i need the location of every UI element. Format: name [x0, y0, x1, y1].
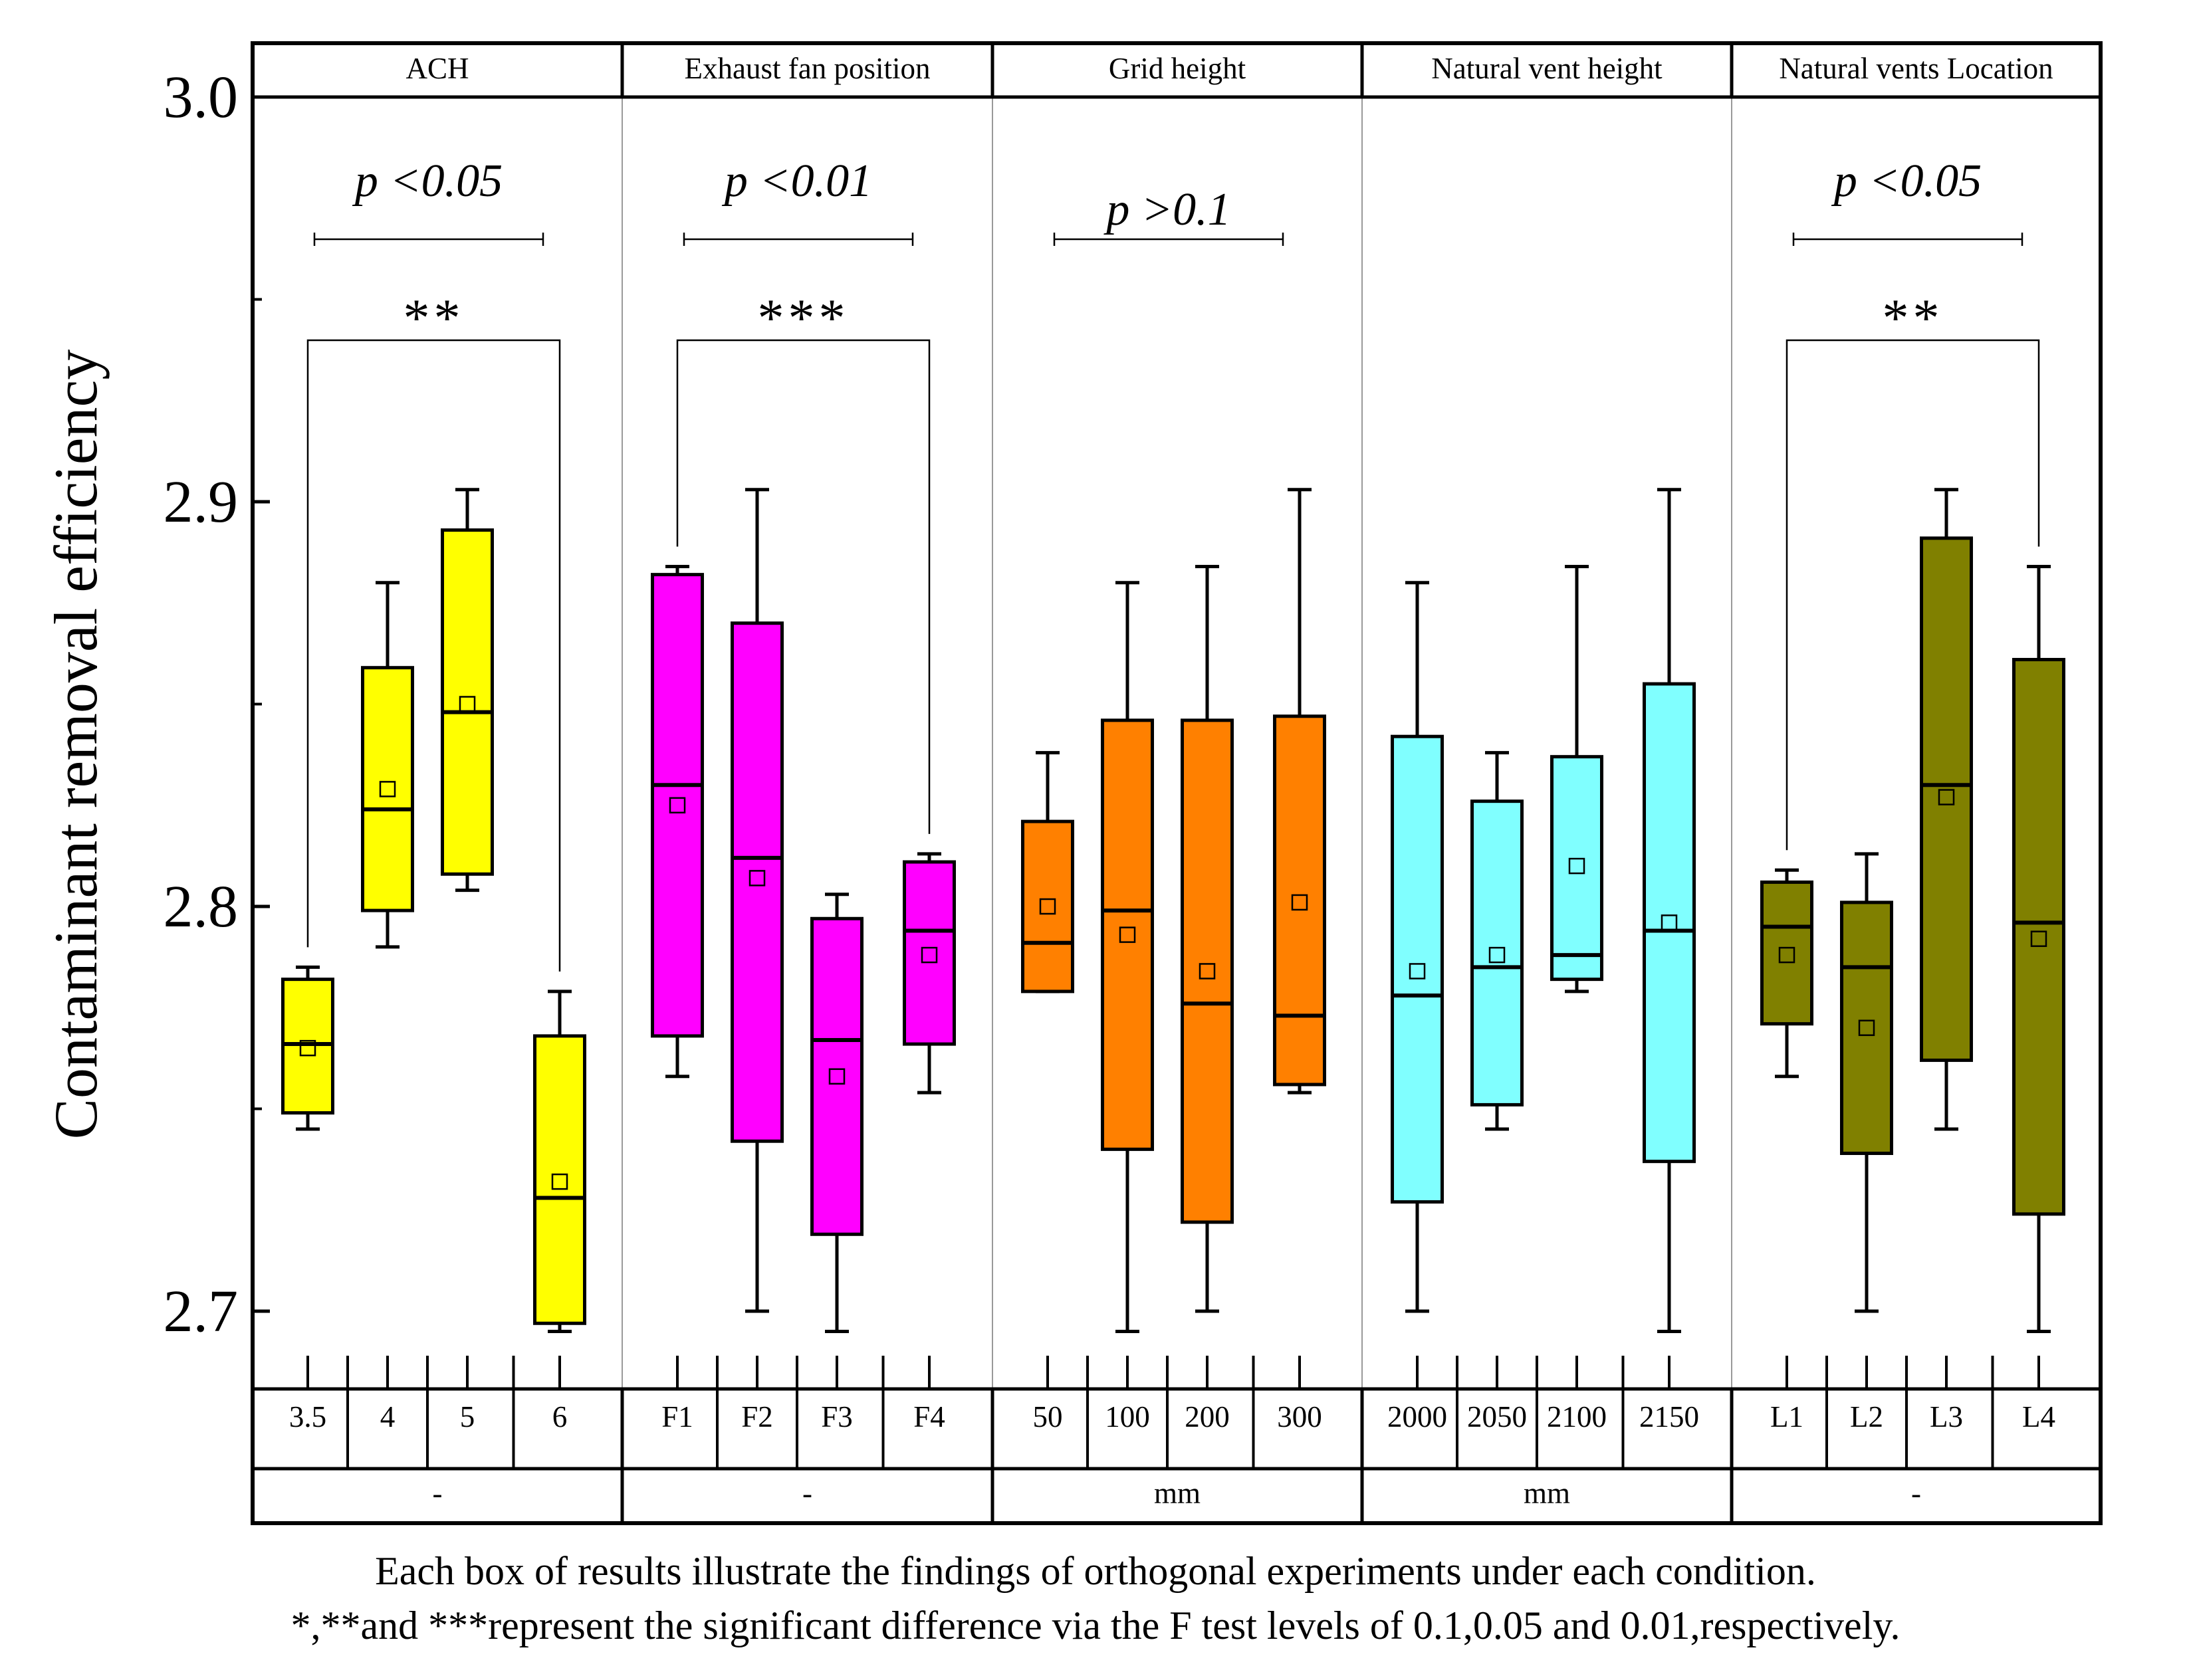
box-iqr	[533, 1034, 586, 1325]
panel-unit: -	[802, 1477, 812, 1510]
y-tick-label: 2.8	[164, 874, 239, 940]
category-label: 2150	[1639, 1400, 1699, 1433]
pvalue-label: p <0.05	[1831, 156, 1982, 207]
box-mean-marker	[1119, 926, 1136, 943]
box-iqr	[441, 528, 494, 876]
significance-bracket	[676, 339, 931, 834]
category-label: F4	[913, 1400, 945, 1433]
box-iqr	[1181, 718, 1234, 1224]
box-mean-marker	[1778, 946, 1795, 964]
box-iqr	[1391, 734, 1444, 1204]
y-axis-label: Contaminant removal efficiency	[42, 350, 110, 1140]
y-tick-label: 2.9	[164, 469, 239, 535]
box-mean-marker	[921, 946, 938, 964]
box-iqr	[903, 860, 956, 1046]
box-mean-marker	[459, 696, 476, 712]
box-mean-marker	[1661, 914, 1678, 931]
box-iqr	[810, 916, 864, 1236]
box-mean-marker	[299, 1039, 316, 1057]
box-mean-marker	[1199, 963, 1216, 980]
box-mean-marker	[379, 781, 396, 797]
panel-unit: -	[1911, 1477, 1921, 1510]
category-label: F2	[741, 1400, 773, 1433]
category-label: L3	[1930, 1400, 1963, 1433]
box-mean-marker	[1291, 894, 1308, 911]
panel-title: Grid height	[1109, 52, 1246, 85]
box-iqr	[1550, 755, 1603, 982]
box-iqr	[1643, 682, 1696, 1164]
box-iqr	[1273, 714, 1326, 1087]
panel-title: Natural vents Location	[1779, 52, 2053, 85]
box-mean-marker	[1488, 946, 1506, 964]
category-label: 200	[1185, 1400, 1230, 1433]
caption-line-1: Each box of results illustrate the findi…	[375, 1549, 1816, 1593]
category-label: 50	[1033, 1400, 1063, 1433]
category-label: L2	[1850, 1400, 1883, 1433]
pvalue-label: p <0.01	[721, 156, 872, 207]
category-label: 2000	[1387, 1400, 1447, 1433]
box-mean-marker	[1938, 789, 1955, 805]
significance-stars: **	[404, 289, 465, 348]
category-label: 2100	[1547, 1400, 1607, 1433]
box-mean-marker	[1568, 857, 1585, 875]
chart-frame	[251, 41, 2103, 1525]
box-iqr	[361, 666, 414, 912]
box-iqr	[1470, 799, 1524, 1106]
box-mean-marker	[749, 870, 766, 887]
box-mean-marker	[828, 1068, 846, 1085]
box-iqr	[1021, 819, 1074, 994]
caption-line-2: *,**and ***represent the significant dif…	[290, 1604, 1901, 1647]
significance-bracket	[306, 339, 561, 972]
box-iqr	[2012, 658, 2065, 1216]
significance-bracket	[1786, 339, 2040, 851]
box-iqr	[1101, 718, 1154, 1151]
category-label: 4	[380, 1400, 396, 1433]
category-label: 100	[1105, 1400, 1150, 1433]
panel-unit: -	[433, 1477, 443, 1510]
pvalue-label: p >0.1	[1103, 184, 1230, 235]
panel-title: ACH	[405, 52, 469, 85]
box-mean-marker	[1409, 963, 1426, 980]
category-label: 3.5	[289, 1400, 326, 1433]
category-label: 300	[1277, 1400, 1322, 1433]
y-tick-label: 2.7	[164, 1279, 239, 1344]
box-iqr	[1920, 536, 1973, 1062]
panel-title: Exhaust fan position	[685, 52, 931, 85]
box-mean-marker	[1858, 1019, 1875, 1036]
pvalue-label: p <0.05	[352, 156, 503, 207]
box-iqr	[651, 573, 704, 1038]
box-iqr	[1840, 900, 1893, 1155]
panel-unit: mm	[1154, 1477, 1201, 1510]
box-mean-marker	[2030, 930, 2047, 947]
significance-stars: **	[1883, 289, 1944, 348]
box-iqr	[1760, 880, 1813, 1026]
panel-title: Natural vent height	[1431, 52, 1663, 85]
y-tick-label: 3.0	[164, 64, 239, 130]
category-label: L1	[1770, 1400, 1803, 1433]
category-label: L4	[2022, 1400, 2055, 1433]
box-iqr	[281, 978, 334, 1115]
panel-unit: mm	[1524, 1477, 1570, 1510]
box-iqr	[731, 621, 784, 1143]
box-mean-marker	[551, 1173, 568, 1190]
category-label: 6	[552, 1400, 568, 1433]
significance-stars: ***	[758, 289, 850, 348]
category-label: F1	[661, 1400, 693, 1433]
category-label: 2050	[1467, 1400, 1527, 1433]
category-label: 5	[460, 1400, 475, 1433]
box-mean-marker	[669, 797, 686, 813]
category-label: F3	[821, 1400, 853, 1433]
box-mean-marker	[1039, 898, 1056, 915]
